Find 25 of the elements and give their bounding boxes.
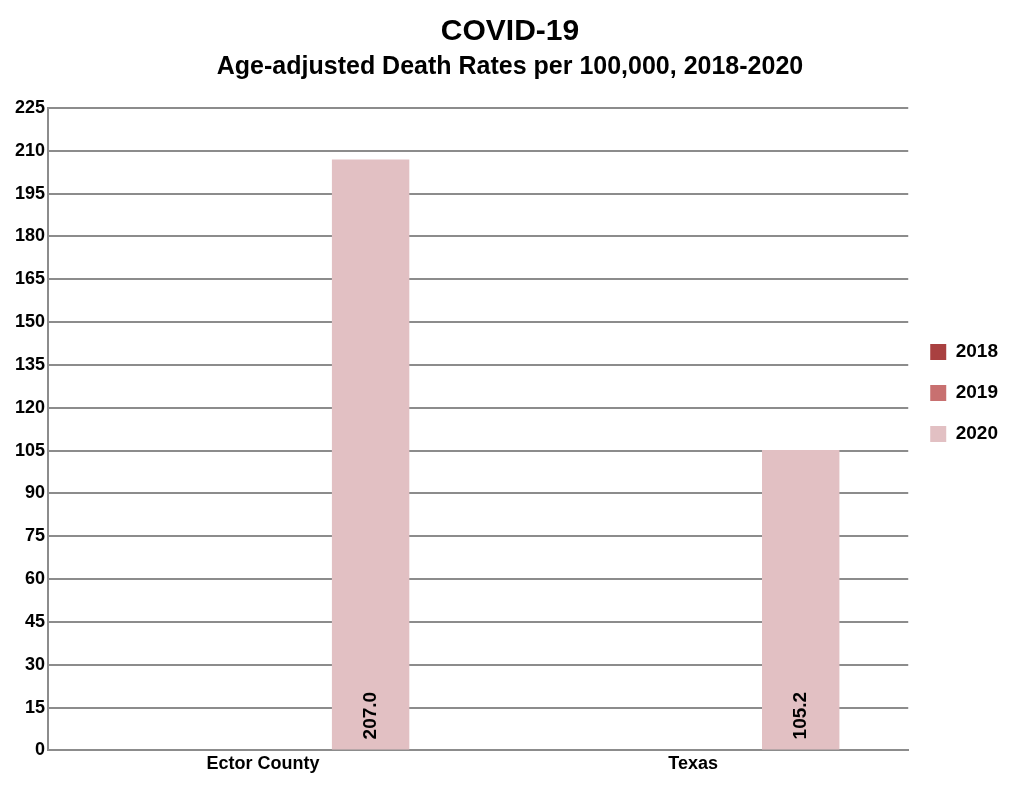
legend-label: 2018 bbox=[955, 340, 999, 362]
x-tick-label: Texas bbox=[668, 753, 719, 774]
y-tick-label: 165 bbox=[14, 268, 46, 289]
x-tick-label: Ector County bbox=[206, 753, 320, 774]
y-tick-label: 60 bbox=[25, 568, 46, 589]
y-tick-label: 150 bbox=[14, 311, 46, 332]
y-tick-label: 180 bbox=[14, 225, 46, 246]
y-tick-label: 75 bbox=[25, 525, 46, 546]
y-tick-label: 225 bbox=[14, 96, 46, 117]
data-label: 207.0 bbox=[358, 691, 380, 740]
y-tick-label: 15 bbox=[25, 696, 46, 717]
y-tick-label: 120 bbox=[14, 396, 46, 417]
y-tick-label: 135 bbox=[14, 353, 46, 374]
y-tick-label: 45 bbox=[25, 610, 46, 631]
data-label: 105.2 bbox=[788, 691, 810, 740]
legend-label: 2019 bbox=[955, 381, 999, 403]
y-tick-label: 0 bbox=[35, 739, 46, 760]
y-tick-label: 90 bbox=[25, 482, 46, 503]
y-tick-label: 210 bbox=[14, 139, 46, 160]
y-tick-label: 195 bbox=[14, 182, 46, 203]
y-tick-label: 30 bbox=[25, 653, 46, 674]
legend-label: 2020 bbox=[955, 422, 999, 444]
chart-subtitle: Age-adjusted Death Rates per 100,000, 2018-2020 bbox=[216, 50, 804, 79]
y-tick-label: 105 bbox=[14, 439, 46, 460]
chart-title: COVID-19 bbox=[440, 13, 580, 47]
